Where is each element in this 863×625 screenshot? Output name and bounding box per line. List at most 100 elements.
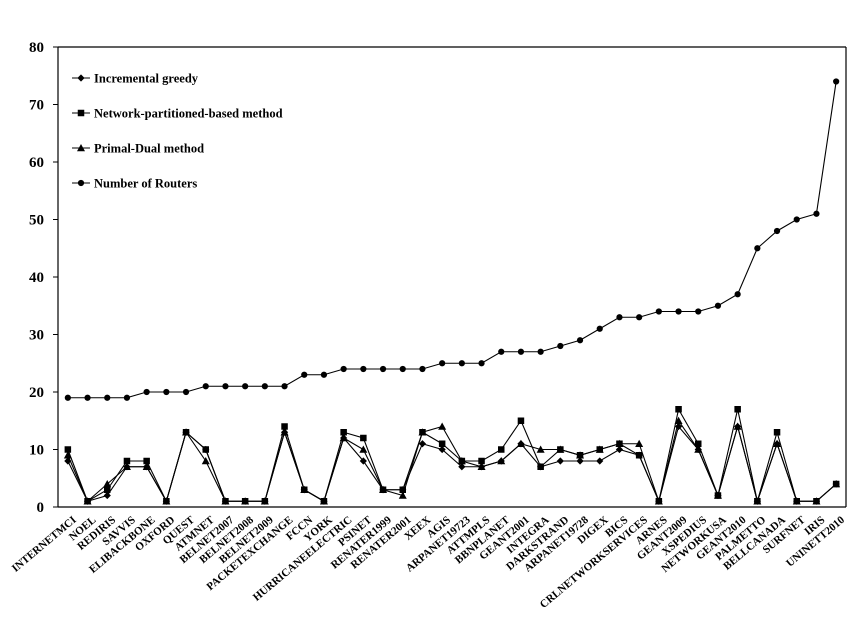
data-point bbox=[359, 457, 367, 465]
data-point bbox=[517, 417, 525, 424]
data-point bbox=[595, 445, 604, 453]
data-point bbox=[576, 337, 584, 344]
data-point bbox=[773, 227, 781, 235]
legend-marker bbox=[77, 109, 85, 117]
legend-label: Number of Routers bbox=[94, 177, 197, 191]
data-point bbox=[498, 446, 505, 453]
data-point bbox=[576, 451, 585, 459]
y-tick-label: 40 bbox=[29, 270, 44, 286]
data-point bbox=[438, 422, 447, 430]
data-point bbox=[261, 383, 268, 390]
data-point bbox=[260, 497, 269, 505]
data-point bbox=[694, 445, 703, 453]
data-point bbox=[222, 383, 229, 390]
data-point bbox=[478, 360, 485, 367]
data-point bbox=[498, 348, 505, 355]
data-point bbox=[281, 383, 288, 390]
data-point bbox=[675, 406, 682, 413]
data-point bbox=[635, 452, 643, 459]
data-point bbox=[360, 365, 367, 373]
series-triangle bbox=[63, 416, 841, 505]
data-point bbox=[812, 497, 821, 505]
y-tick-label: 0 bbox=[37, 500, 45, 516]
data-point bbox=[675, 308, 682, 315]
data-point bbox=[674, 416, 683, 424]
legend-marker bbox=[77, 74, 85, 82]
data-point bbox=[439, 360, 446, 367]
y-tick-label: 80 bbox=[29, 40, 44, 56]
data-point bbox=[83, 497, 92, 505]
data-point bbox=[163, 388, 170, 396]
data-point bbox=[695, 308, 702, 315]
data-point bbox=[103, 480, 112, 488]
data-point bbox=[123, 457, 131, 465]
data-point bbox=[536, 445, 545, 453]
data-point bbox=[202, 383, 209, 390]
data-point bbox=[793, 216, 800, 223]
y-tick-label: 60 bbox=[29, 155, 44, 171]
legend-label: Network-partitioned-based method bbox=[94, 107, 283, 121]
data-point bbox=[242, 383, 249, 390]
data-point bbox=[340, 365, 347, 373]
data-point bbox=[379, 365, 387, 373]
data-point bbox=[63, 451, 72, 459]
y-tick-label: 50 bbox=[29, 213, 44, 229]
data-point bbox=[300, 485, 309, 493]
series-line bbox=[67, 407, 837, 504]
data-point bbox=[754, 245, 761, 252]
data-point bbox=[832, 480, 841, 488]
data-point bbox=[438, 445, 446, 454]
data-point bbox=[104, 486, 111, 493]
data-point bbox=[142, 462, 151, 470]
data-point bbox=[241, 497, 250, 505]
legend-label: Incremental greedy bbox=[94, 72, 199, 86]
data-point bbox=[281, 423, 288, 430]
data-point bbox=[320, 371, 328, 378]
data-point bbox=[84, 394, 91, 401]
data-point bbox=[773, 439, 782, 447]
data-point bbox=[162, 497, 171, 505]
data-point bbox=[438, 440, 446, 447]
data-point bbox=[576, 457, 584, 465]
data-point bbox=[813, 210, 820, 217]
data-point bbox=[202, 446, 209, 453]
data-point bbox=[122, 462, 131, 470]
y-tick-label: 20 bbox=[29, 385, 44, 401]
data-point bbox=[556, 445, 565, 453]
series-diamond bbox=[64, 422, 840, 505]
data-point bbox=[615, 445, 624, 454]
series-circle bbox=[64, 78, 840, 401]
data-point bbox=[734, 406, 741, 413]
data-point bbox=[458, 360, 465, 367]
data-point bbox=[182, 428, 191, 436]
data-point bbox=[596, 325, 603, 332]
data-point bbox=[64, 446, 72, 453]
data-point bbox=[360, 434, 367, 442]
data-point bbox=[497, 457, 506, 465]
data-point bbox=[201, 457, 210, 465]
data-point bbox=[280, 428, 289, 436]
data-point bbox=[399, 486, 406, 493]
data-point bbox=[537, 348, 544, 355]
data-point bbox=[457, 457, 466, 465]
legend-item: Network-partitioned-based method bbox=[72, 107, 283, 121]
legend-item: Incremental greedy bbox=[72, 72, 199, 86]
data-point bbox=[340, 429, 347, 436]
data-point bbox=[695, 440, 702, 447]
data-point bbox=[517, 348, 525, 355]
data-point bbox=[713, 491, 722, 499]
data-point bbox=[103, 491, 111, 500]
x-axis: INTERNETMCINOELREDIRISSAVVISELIBACKBONEO… bbox=[10, 506, 847, 611]
data-point bbox=[655, 308, 662, 315]
data-point bbox=[398, 491, 407, 499]
data-point bbox=[123, 394, 131, 401]
data-point bbox=[714, 302, 722, 309]
data-point bbox=[596, 457, 604, 465]
data-point bbox=[734, 291, 741, 298]
data-point bbox=[516, 439, 525, 447]
data-point bbox=[615, 439, 624, 447]
data-point bbox=[458, 463, 466, 471]
data-point bbox=[556, 457, 564, 465]
legend: Incremental greedy Network-partitioned-ba… bbox=[72, 72, 283, 191]
